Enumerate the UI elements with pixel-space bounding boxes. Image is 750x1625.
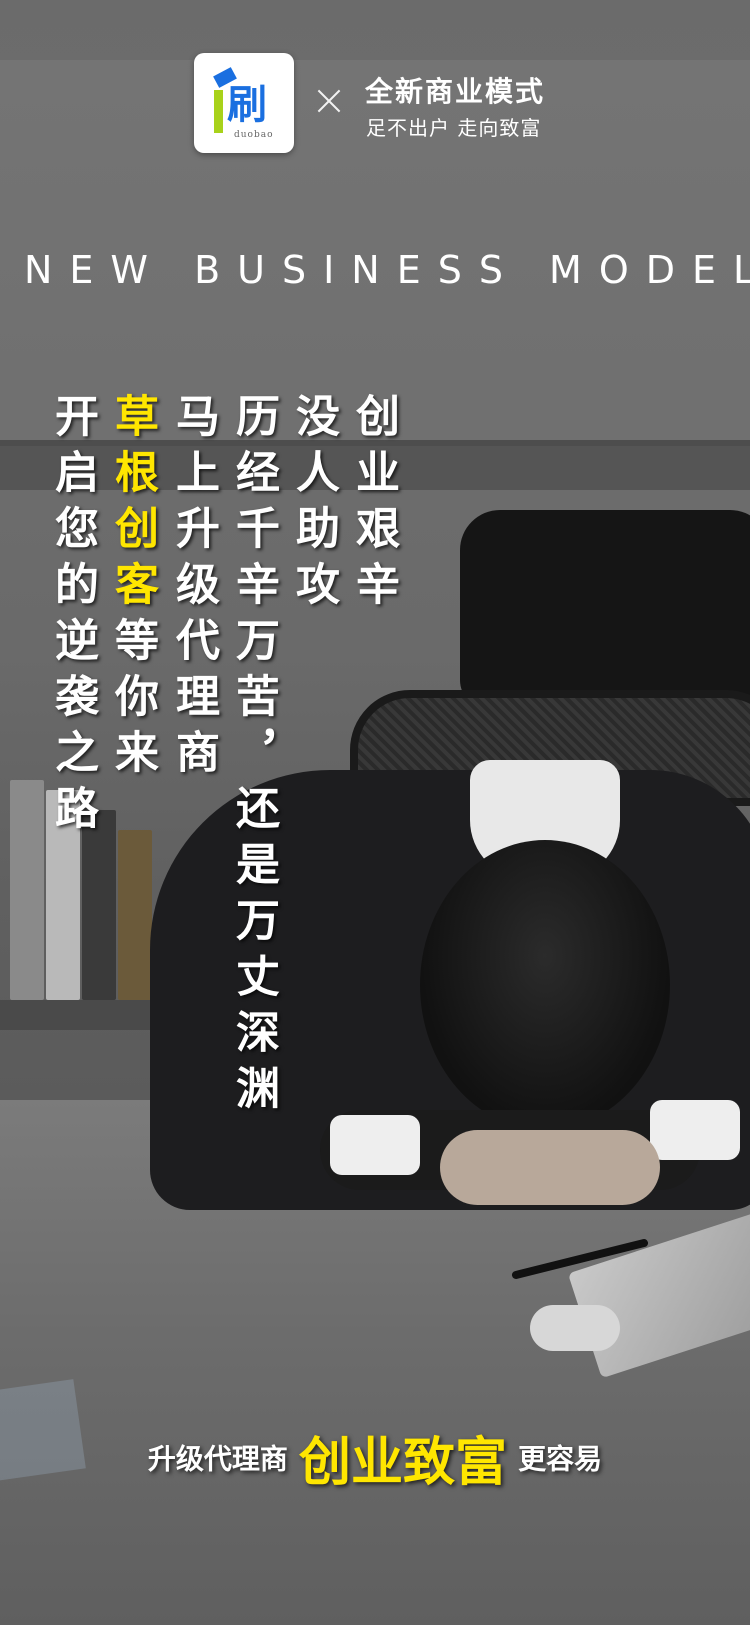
person-hands <box>440 1130 660 1205</box>
book <box>46 790 80 1000</box>
bottom-suffix: 更容易 <box>518 1442 603 1476</box>
bottom-highlight: 创业致富 <box>298 1433 507 1493</box>
background-whiteboard <box>0 60 750 480</box>
column-5: 没人助攻 <box>288 393 339 617</box>
logo-character: 刷 <box>227 82 267 128</box>
logo-bar-icon <box>214 90 223 133</box>
book <box>82 810 116 1000</box>
column-6: 创业艰辛 <box>348 393 399 617</box>
shirt-cuff-left <box>330 1115 420 1175</box>
header-subtitle: 足不出户 走向致富 <box>366 116 542 140</box>
column-4: 历经千辛万苦，还是万丈深渊 <box>228 393 279 1121</box>
column-3: 马上升级代理商 <box>168 393 219 785</box>
header-title: 全新商业模式 <box>365 75 546 108</box>
computer-mouse <box>530 1305 620 1351</box>
logo-subtext: duobao <box>234 130 274 140</box>
column-2-text: 等你来 <box>107 617 158 785</box>
book <box>10 780 44 1000</box>
english-heading: NEW BUSINESS MODEL <box>24 248 750 292</box>
chair-headrest <box>460 510 750 710</box>
times-icon <box>316 88 342 114</box>
column-2: 草根创客等你来 <box>102 393 162 785</box>
shirt-cuff-right <box>650 1100 740 1160</box>
app-logo: 刷 duobao <box>194 53 294 153</box>
person-head <box>420 840 670 1130</box>
bottom-prefix: 升级代理商 <box>147 1442 288 1476</box>
whiteboard-frame <box>0 440 750 490</box>
bottom-slogan: 升级代理商 创业致富 更容易 <box>0 1420 750 1495</box>
column-2-highlight: 草根创客 <box>107 393 158 617</box>
book <box>118 830 152 1000</box>
column-1: 开启您的逆袭之路 <box>47 393 98 841</box>
